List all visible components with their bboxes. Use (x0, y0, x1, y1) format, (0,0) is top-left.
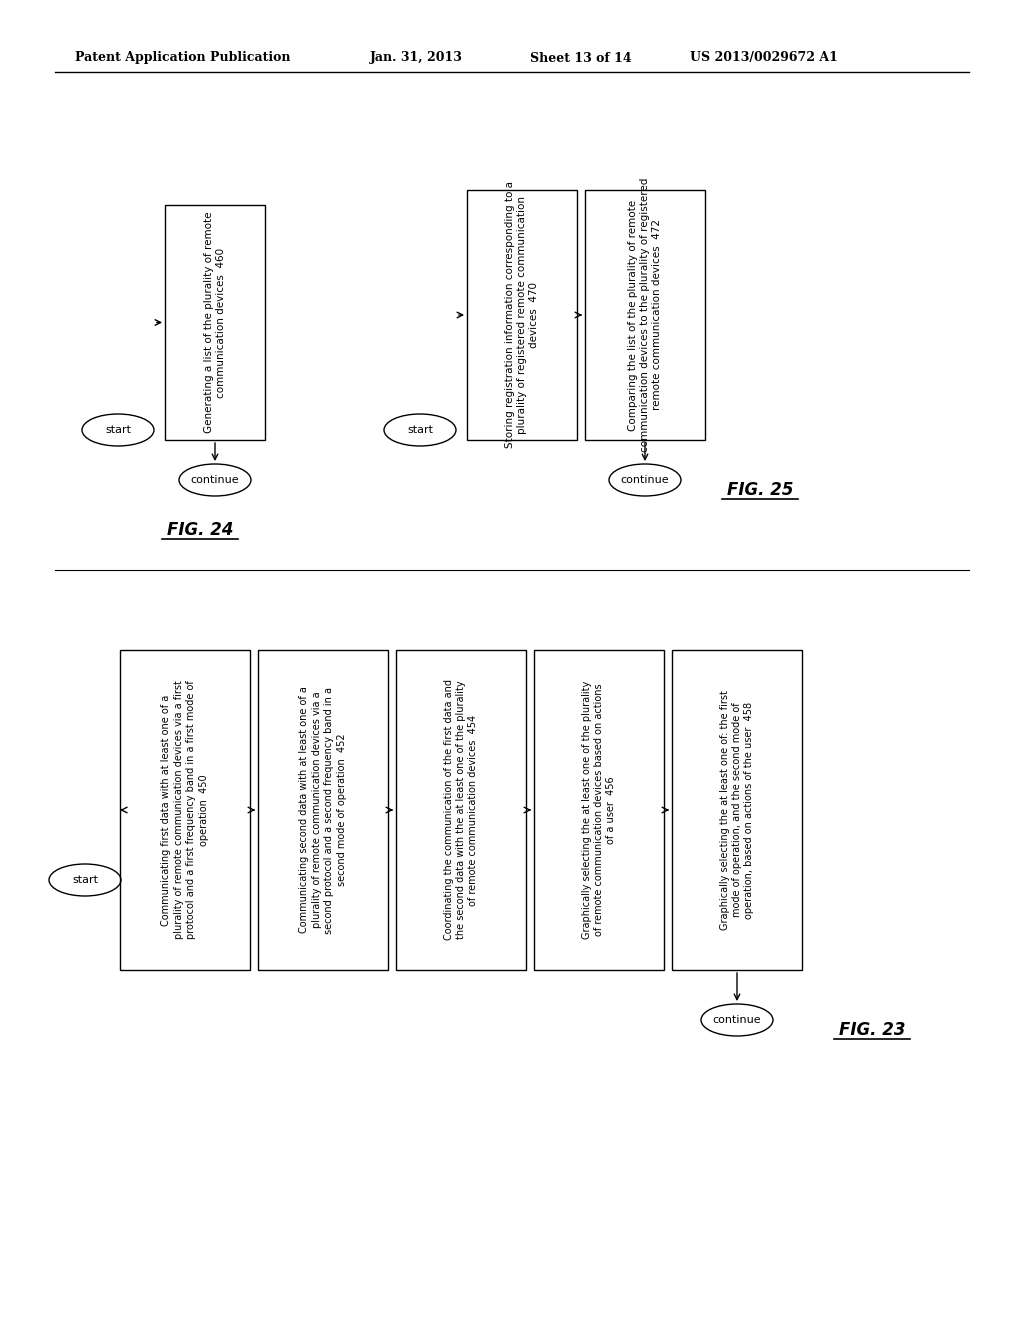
Text: Patent Application Publication: Patent Application Publication (75, 51, 291, 65)
Text: Comparing the list of the plurality of remote
communication devices to the plura: Comparing the list of the plurality of r… (628, 178, 663, 453)
Text: start: start (105, 425, 131, 436)
Bar (120, 649, 250, 970)
Text: continue: continue (621, 475, 670, 484)
Bar (258, 649, 388, 970)
Text: Graphically selecting the at least one of: the first
mode of operation, and the : Graphically selecting the at least one o… (720, 690, 755, 929)
Bar (467, 190, 577, 440)
Text: FIG. 24: FIG. 24 (167, 521, 233, 539)
Text: Graphically selecting the at least one of the plurality
of remote communication : Graphically selecting the at least one o… (582, 681, 616, 939)
Text: Coordinating the communication of the first data and
the second data with the at: Coordinating the communication of the fi… (443, 680, 478, 940)
Bar (396, 649, 526, 970)
Text: FIG. 23: FIG. 23 (839, 1020, 905, 1039)
Text: Jan. 31, 2013: Jan. 31, 2013 (370, 51, 463, 65)
Text: Communicating second data with at least one of a
plurality of remote communicati: Communicating second data with at least … (299, 686, 346, 933)
Text: FIG. 25: FIG. 25 (727, 480, 794, 499)
Bar (165, 205, 265, 440)
Text: Communicating first data with at least one of a
plurality of remote communicatio: Communicating first data with at least o… (162, 681, 209, 940)
Text: Storing registration information corresponding to a
plurality of registered remo: Storing registration information corresp… (505, 181, 540, 449)
Bar (585, 190, 705, 440)
Text: Sheet 13 of 14: Sheet 13 of 14 (530, 51, 632, 65)
Bar (672, 649, 802, 970)
Text: start: start (72, 875, 98, 884)
Text: US 2013/0029672 A1: US 2013/0029672 A1 (690, 51, 838, 65)
Text: Generating a list of the plurality of remote
communication devices  460: Generating a list of the plurality of re… (204, 211, 226, 433)
Text: continue: continue (713, 1015, 761, 1026)
Text: continue: continue (190, 475, 240, 484)
Text: start: start (407, 425, 433, 436)
Bar (534, 649, 664, 970)
